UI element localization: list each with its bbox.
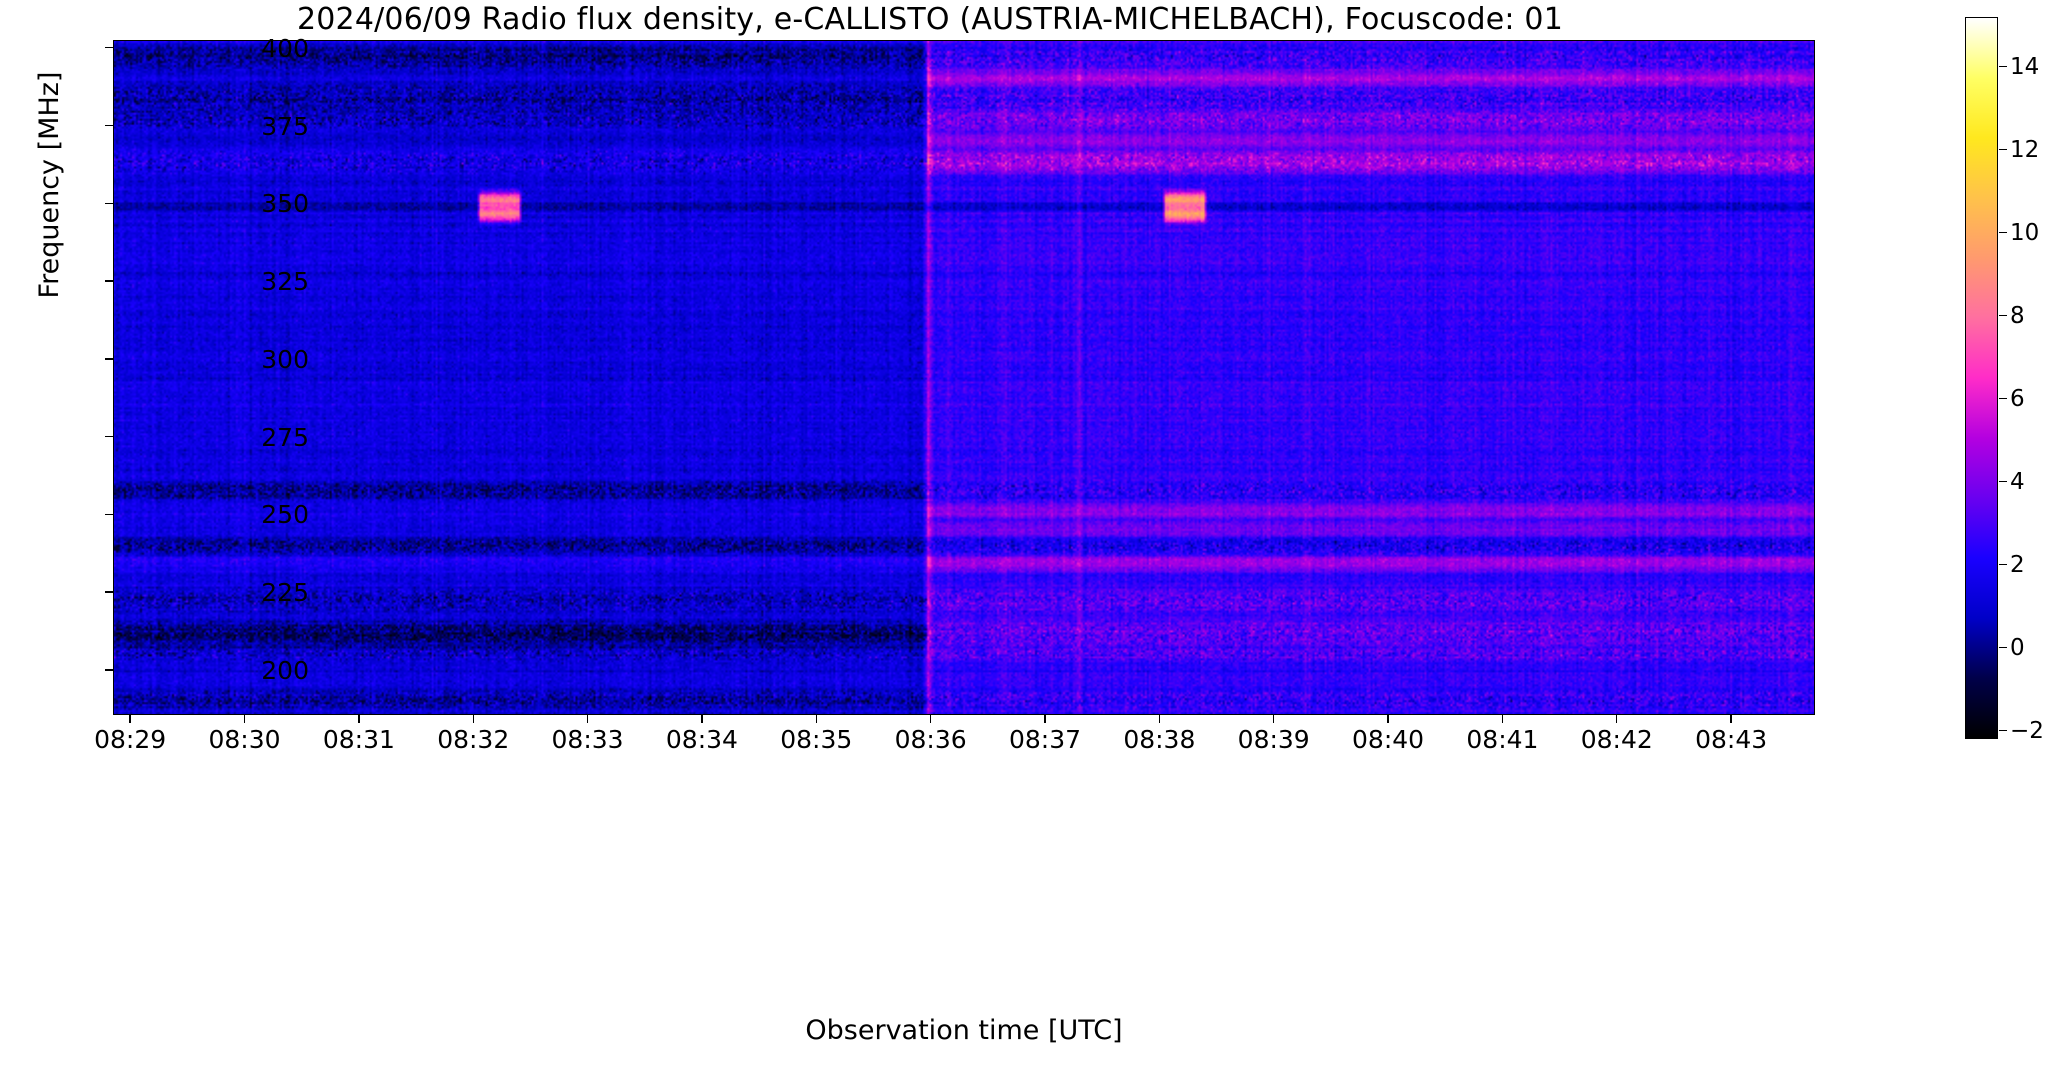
y-tick-mark xyxy=(105,591,113,593)
x-tick-label: 08:31 xyxy=(322,725,395,754)
x-tick-mark xyxy=(1730,715,1732,723)
x-tick-mark xyxy=(472,715,474,723)
y-tick-mark xyxy=(105,280,113,282)
colorbar-tick-label: 8 xyxy=(2010,302,2025,329)
colorbar-tick-label: 0 xyxy=(2010,634,2025,661)
y-tick-mark xyxy=(105,124,113,127)
x-tick-mark xyxy=(815,715,817,723)
x-tick-label: 08:36 xyxy=(894,725,967,754)
colorbar-gradient xyxy=(1966,18,1997,738)
x-tick-label: 08:30 xyxy=(208,725,281,754)
x-tick-label: 08:37 xyxy=(1008,725,1082,754)
x-tick-mark xyxy=(701,715,703,723)
x-tick-mark xyxy=(929,715,932,723)
colorbar-tick-mark xyxy=(1999,398,2007,400)
colorbar-tick-mark xyxy=(1999,564,2007,566)
x-tick-label: 08:32 xyxy=(437,725,510,754)
spectrogram-image xyxy=(114,41,1814,714)
x-tick-mark xyxy=(1501,715,1504,723)
y-tick-mark xyxy=(105,358,113,360)
colorbar-tick-label: 6 xyxy=(2010,385,2025,412)
x-tick-mark xyxy=(1158,715,1161,723)
x-tick-mark xyxy=(1387,715,1389,723)
y-tick-label: 400 xyxy=(261,33,309,63)
x-tick-mark xyxy=(586,715,589,723)
colorbar-tick-label: 14 xyxy=(2010,53,2040,80)
x-axis-label: Observation time [UTC] xyxy=(805,1015,1123,1046)
y-tick-label: 300 xyxy=(261,344,309,374)
x-tick-label: 08:29 xyxy=(94,725,167,754)
x-tick-label: 08:42 xyxy=(1580,725,1653,754)
x-tick-label: 08:38 xyxy=(1123,725,1196,754)
y-tick-label: 200 xyxy=(261,655,309,685)
y-tick-label: 250 xyxy=(261,500,309,530)
colorbar-tick-mark xyxy=(1999,232,2007,234)
colorbar-tick-mark xyxy=(1999,315,2007,317)
x-tick-mark xyxy=(243,715,246,723)
colorbar-tick-mark xyxy=(1999,730,2007,732)
x-tick-mark xyxy=(1273,715,1275,723)
colorbar-tick-mark xyxy=(1999,66,2007,68)
x-tick-label: 08:33 xyxy=(551,725,624,754)
x-tick-mark xyxy=(358,715,360,723)
x-tick-mark xyxy=(129,715,131,723)
colorbar xyxy=(1965,17,1998,739)
colorbar-tick-label: 10 xyxy=(2010,219,2040,246)
x-tick-label: 08:43 xyxy=(1695,725,1768,754)
y-tick-label: 350 xyxy=(261,189,309,219)
colorbar-tick-label: 2 xyxy=(2010,551,2025,578)
y-tick-mark xyxy=(105,202,113,204)
colorbar-tick-label: −2 xyxy=(2010,717,2044,744)
y-tick-mark xyxy=(105,435,113,438)
x-tick-mark xyxy=(1044,715,1046,723)
x-tick-label: 08:35 xyxy=(780,725,853,754)
y-tick-label: 325 xyxy=(261,267,309,297)
colorbar-tick-label: 4 xyxy=(2010,468,2025,495)
y-tick-mark xyxy=(105,513,113,516)
colorbar-tick-mark xyxy=(1999,149,2007,151)
colorbar-tick-mark xyxy=(1999,647,2007,649)
page-title: 2024/06/09 Radio flux density, e-CALLIST… xyxy=(296,2,1564,37)
colorbar-tick-mark xyxy=(1999,481,2007,483)
x-tick-label: 08:34 xyxy=(665,725,738,754)
x-tick-label: 08:39 xyxy=(1237,725,1310,754)
y-tick-label: 225 xyxy=(261,578,309,608)
colorbar-tick-label: 12 xyxy=(2010,136,2040,163)
y-tick-mark xyxy=(105,47,113,49)
spectrogram-canvas-wrapper xyxy=(114,41,1814,714)
y-axis-label: Frequency [MHz] xyxy=(34,71,65,299)
x-tick-label: 08:40 xyxy=(1352,725,1425,754)
y-tick-mark xyxy=(105,669,113,671)
spectrogram-plot-area xyxy=(113,40,1815,715)
x-tick-label: 08:41 xyxy=(1466,725,1539,754)
y-tick-label: 375 xyxy=(261,111,309,141)
y-tick-label: 275 xyxy=(261,422,309,452)
x-tick-mark xyxy=(1616,715,1618,723)
